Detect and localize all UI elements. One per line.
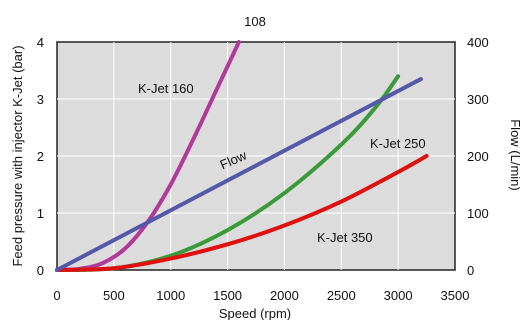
x-tick-label: 3500 xyxy=(441,288,470,303)
y-left-tick-label: 0 xyxy=(37,263,44,278)
x-tick-labels: 0 500 1000 1500 2000 2500 3000 3500 xyxy=(53,288,469,303)
y-right-tick-label: 200 xyxy=(467,149,489,164)
y-left-tick-labels: 0 1 2 3 4 xyxy=(37,35,44,278)
series-line-k-jet-350 xyxy=(55,154,429,272)
x-tick-label: 2000 xyxy=(270,288,299,303)
page-number: 108 xyxy=(244,14,266,29)
y-left-tick-label: 3 xyxy=(37,92,44,107)
y-axis-left-label: Feed pressure with injector K-Jet (bar) xyxy=(10,45,25,266)
grid-lines xyxy=(57,42,455,270)
series-label-kjet160: K-Jet 160 xyxy=(138,81,194,96)
y-right-tick-label: 0 xyxy=(467,263,474,278)
series-lines xyxy=(55,40,429,272)
y-right-tick-label: 300 xyxy=(467,92,489,107)
y-axis-right-label: Flow (L/min) xyxy=(508,119,520,191)
y-right-tick-label: 400 xyxy=(467,35,489,50)
series-label-kjet250: K-Jet 250 xyxy=(370,136,426,151)
series-label-kjet350: K-Jet 350 xyxy=(317,230,373,245)
y-left-tick-label: 1 xyxy=(37,206,44,221)
x-tick-label: 0 xyxy=(53,288,60,303)
y-right-tick-label: 100 xyxy=(467,206,489,221)
x-tick-label: 500 xyxy=(103,288,125,303)
y-right-tick-labels: 0 100 200 300 400 xyxy=(467,35,489,278)
x-tick-label: 1000 xyxy=(156,288,185,303)
x-tick-label: 1500 xyxy=(213,288,242,303)
series-line-flow xyxy=(55,77,423,272)
x-tick-label: 2500 xyxy=(327,288,356,303)
y-left-tick-label: 2 xyxy=(37,149,44,164)
y-left-tick-label: 4 xyxy=(37,35,44,50)
x-tick-label: 3000 xyxy=(384,288,413,303)
x-axis-label: Speed (rpm) xyxy=(219,306,291,320)
